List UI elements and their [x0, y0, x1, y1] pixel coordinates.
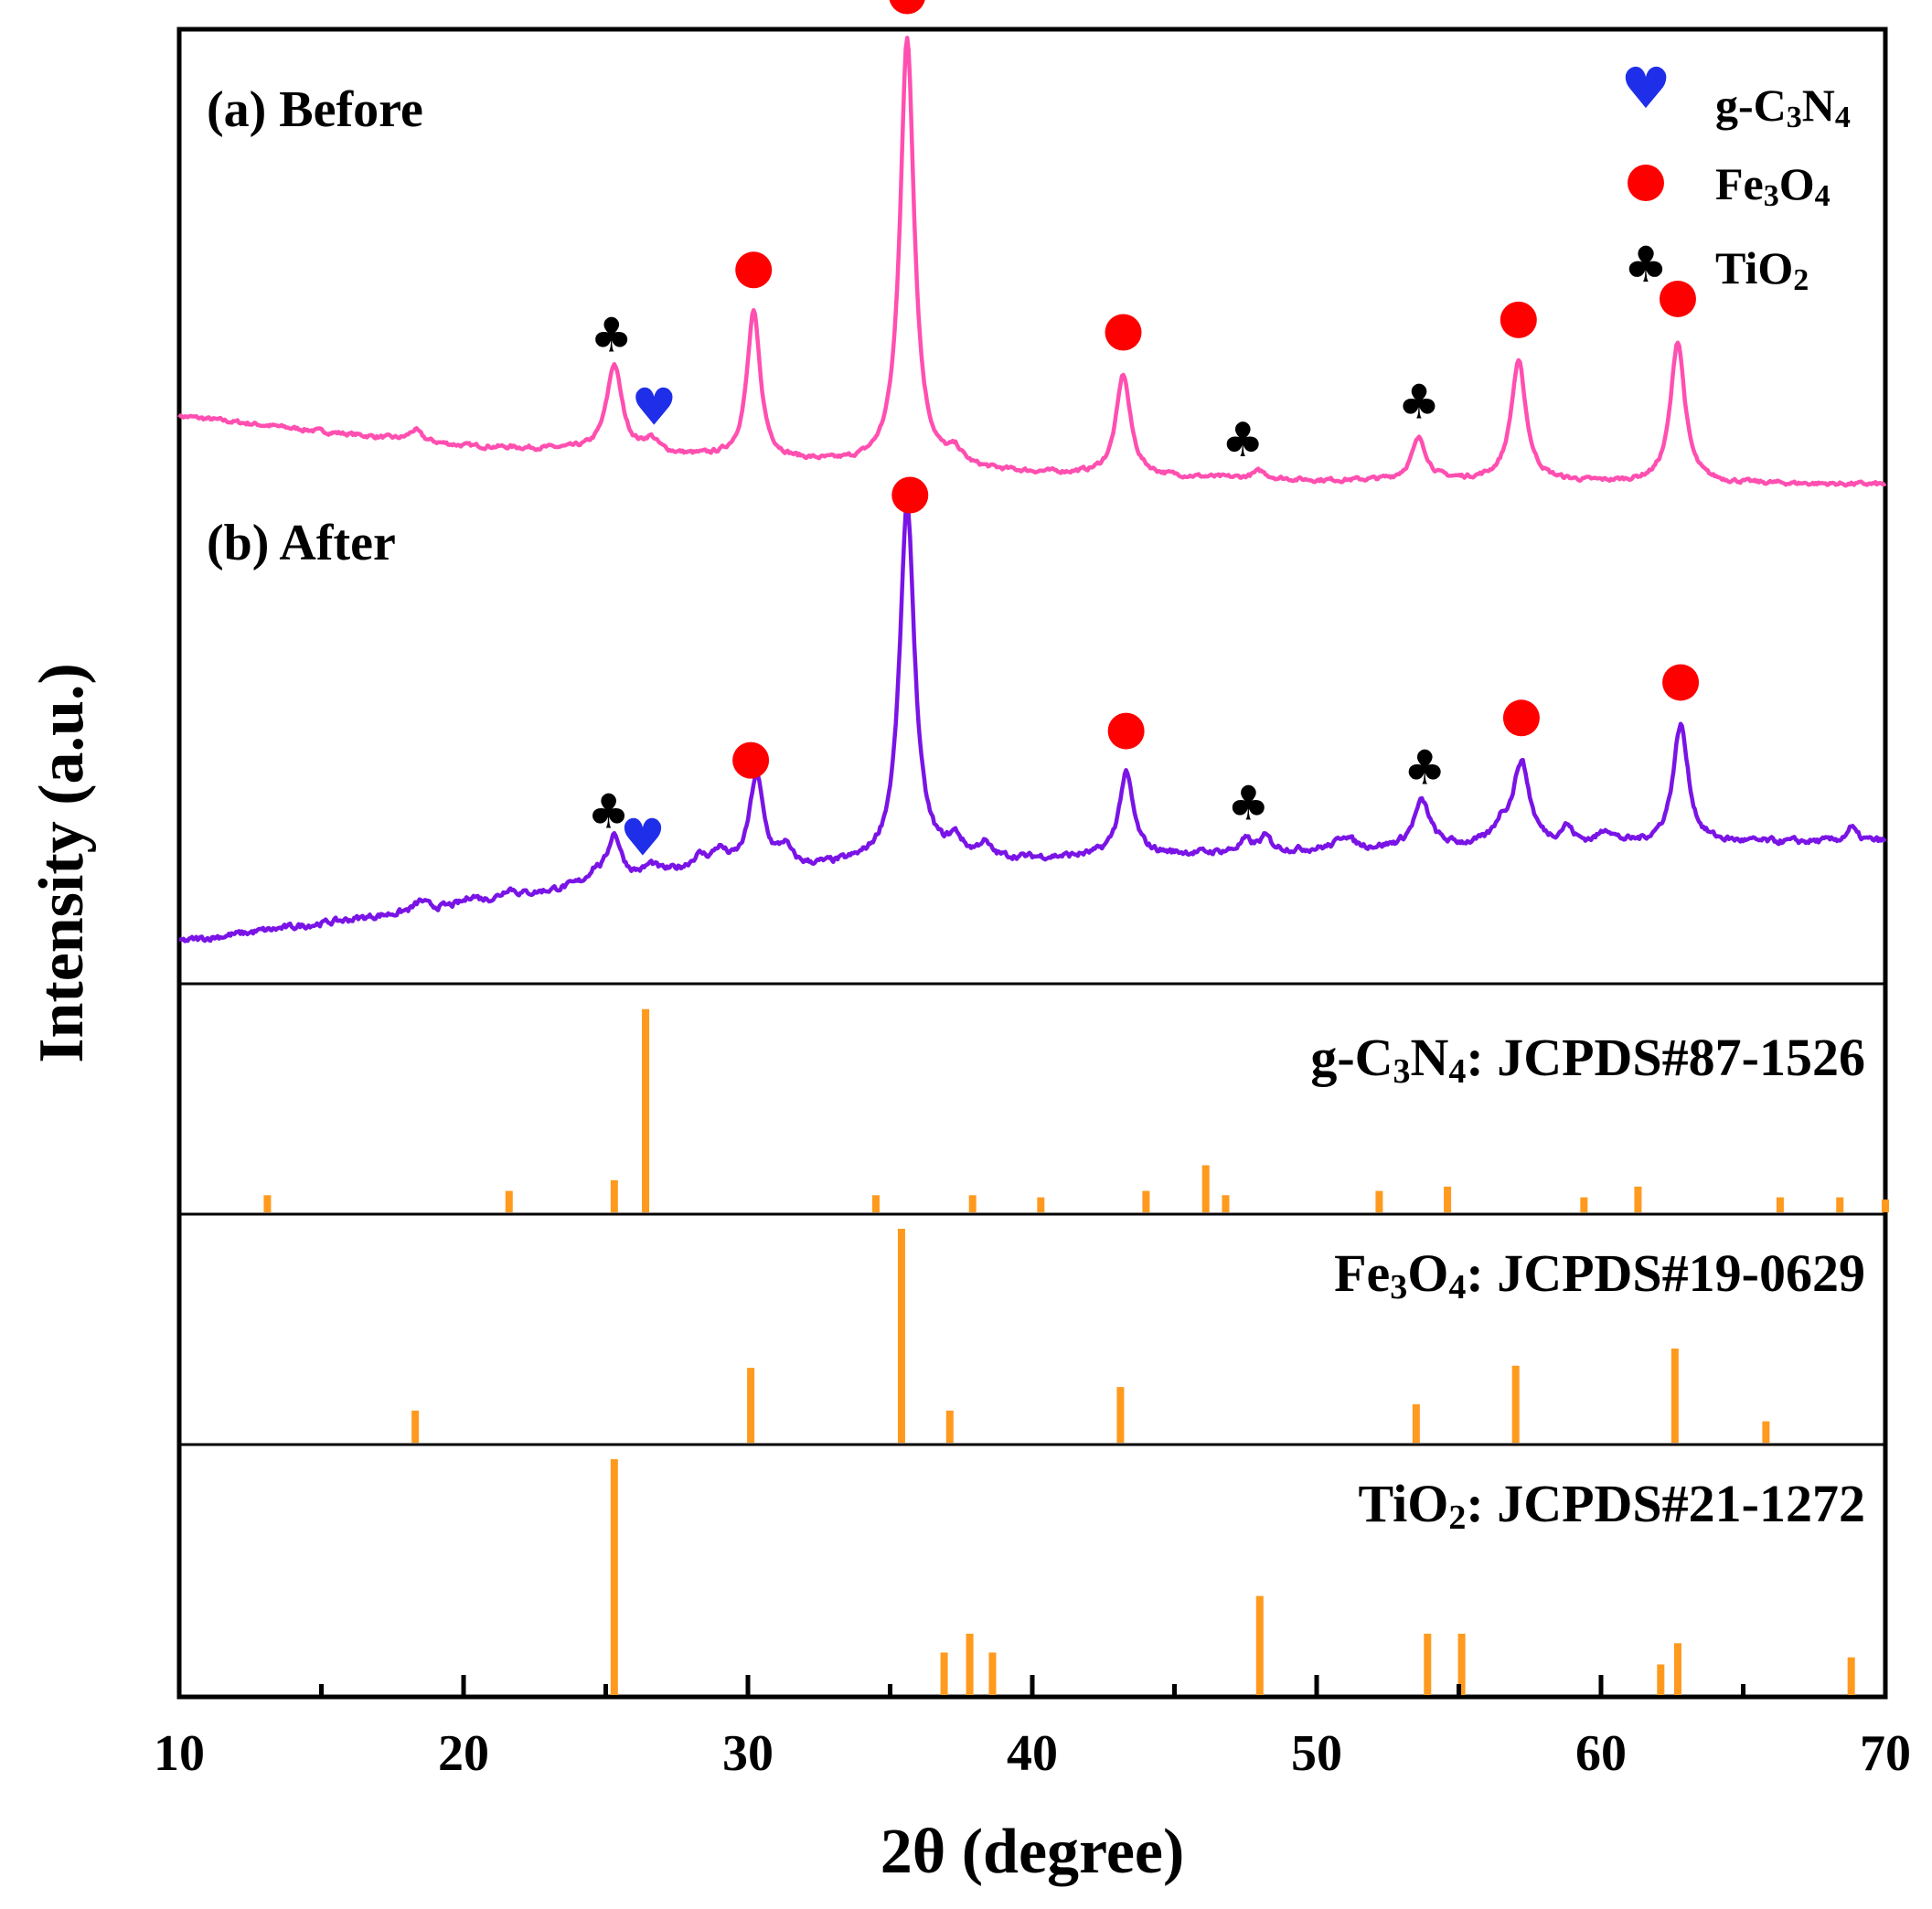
- x-axis-title: 2θ (degree): [881, 1817, 1185, 1887]
- fe3o4-marker-icon: [1105, 314, 1142, 351]
- x-tick-label: 60: [1575, 1725, 1627, 1782]
- series-group: [177, 36, 1887, 944]
- fe3o4-marker-icon: [1107, 712, 1145, 750]
- fe3o4-marker-icon: [1500, 301, 1537, 338]
- ref-label-tio2: TiO2: JCPDS#21-1272: [1359, 1474, 1865, 1537]
- x-tick-label: 70: [1860, 1725, 1911, 1782]
- fe3o4-marker-icon: [1502, 699, 1540, 737]
- legend-circle-icon: [1628, 165, 1664, 201]
- legend-label-fe3o4: Fe3O4: [1715, 158, 1831, 213]
- fe3o4-marker-icon: [889, 0, 925, 15]
- tio2-club-icon: ♣: [590, 308, 633, 363]
- legend: ♥ g-C3N4 Fe3O4 ♣ TiO2: [1620, 55, 1851, 297]
- x-tick-group: 10 20 30 40 50 60 70: [154, 1675, 1911, 1782]
- tio2-club-icon: ♣: [1398, 375, 1441, 430]
- legend-club-icon: ♣: [1624, 236, 1668, 293]
- x-tick-label: 20: [438, 1725, 489, 1782]
- tio2-club-icon: ♣: [587, 785, 630, 840]
- gc3n4-heart-icon: ♥: [620, 809, 666, 869]
- reference-pattern-group: [263, 1008, 1889, 1695]
- tio2-club-icon: ♣: [1227, 777, 1270, 832]
- x-tick-label: 50: [1291, 1725, 1342, 1782]
- x-tick-label: 30: [722, 1725, 774, 1782]
- peak-marker-group: ♣♥♣♣♣♥♣♣: [587, 0, 1700, 869]
- legend-label-tio2: TiO2: [1715, 242, 1809, 297]
- y-axis-title: Intensity (a.u.): [27, 663, 97, 1063]
- panel-label-after: (b) After: [207, 515, 396, 571]
- tio2-club-icon: ♣: [1404, 741, 1446, 796]
- fe3o4-marker-icon: [891, 476, 929, 514]
- tio2-club-icon: ♣: [1222, 413, 1265, 468]
- x-tick-label: 40: [1007, 1725, 1058, 1782]
- ref-label-fe3o4: Fe3O4: JCPDS#19-0629: [1334, 1243, 1865, 1306]
- xrd-curve-before: [177, 36, 1887, 488]
- x-tick-label: 10: [154, 1725, 205, 1782]
- fe3o4-marker-icon: [735, 251, 773, 289]
- panel-label-before: (a) Before: [207, 81, 423, 138]
- legend-heart-icon: ♥: [1620, 55, 1671, 122]
- gc3n4-heart-icon: ♥: [631, 378, 677, 437]
- legend-label-gc3n4: g-C3N4: [1715, 80, 1851, 134]
- xrd-curve-after: [178, 499, 1887, 944]
- fe3o4-marker-icon: [1662, 664, 1700, 701]
- fe3o4-marker-icon: [732, 741, 770, 779]
- fe3o4-marker-icon: [1659, 280, 1696, 317]
- ref-label-gc3n4: g-C3N4: JCPDS#87-1526: [1310, 1028, 1865, 1091]
